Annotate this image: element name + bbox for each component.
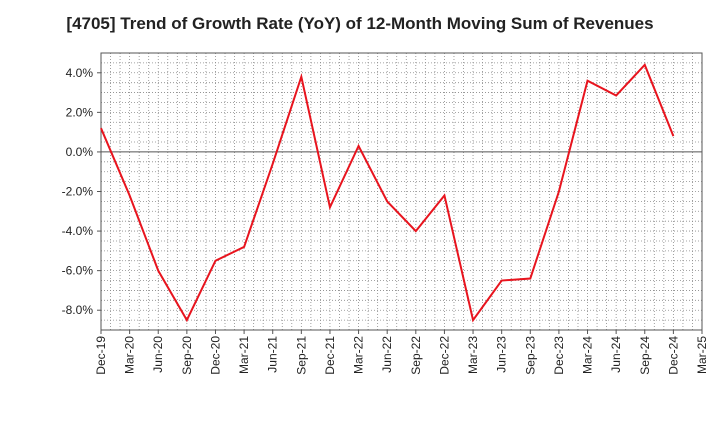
x-tick-label: Mar-21 xyxy=(237,336,251,374)
x-tick-label: Sep-21 xyxy=(294,336,308,375)
x-tick-label: Dec-21 xyxy=(323,336,337,375)
chart-title: [4705] Trend of Growth Rate (YoY) of 12-… xyxy=(66,14,654,33)
y-tick-label: -8.0% xyxy=(62,303,94,317)
y-tick-label: 2.0% xyxy=(66,105,94,119)
y-tick-label: 0.0% xyxy=(66,145,94,159)
x-tick-label: Mar-23 xyxy=(466,336,480,374)
x-tick-label: Dec-20 xyxy=(208,336,222,375)
x-tick-label: Dec-23 xyxy=(552,336,566,375)
x-tick-label: Mar-22 xyxy=(352,336,366,374)
x-tick-label: Sep-24 xyxy=(638,336,652,375)
x-tick-label: Sep-22 xyxy=(409,336,423,375)
x-tick-label: Jun-20 xyxy=(151,336,165,373)
x-tick-label: Dec-24 xyxy=(666,336,680,375)
x-tick-label: Mar-25 xyxy=(695,336,709,374)
x-tick-label: Jun-24 xyxy=(609,336,623,373)
x-tick-label: Mar-20 xyxy=(123,336,137,374)
x-tick-label: Jun-22 xyxy=(380,336,394,373)
x-tick-label: Dec-19 xyxy=(94,336,108,375)
x-tick-label: Sep-23 xyxy=(523,336,537,375)
y-tick-label: -6.0% xyxy=(62,264,94,278)
x-tick-label: Sep-20 xyxy=(180,336,194,375)
x-tick-label: Mar-24 xyxy=(581,336,595,374)
y-tick-label: -4.0% xyxy=(62,224,94,238)
y-tick-label: -2.0% xyxy=(62,185,94,199)
x-tick-label: Jun-21 xyxy=(266,336,280,373)
x-tick-label: Dec-22 xyxy=(437,336,451,375)
y-tick-label: 4.0% xyxy=(66,66,94,80)
x-tick-label: Jun-23 xyxy=(495,336,509,373)
